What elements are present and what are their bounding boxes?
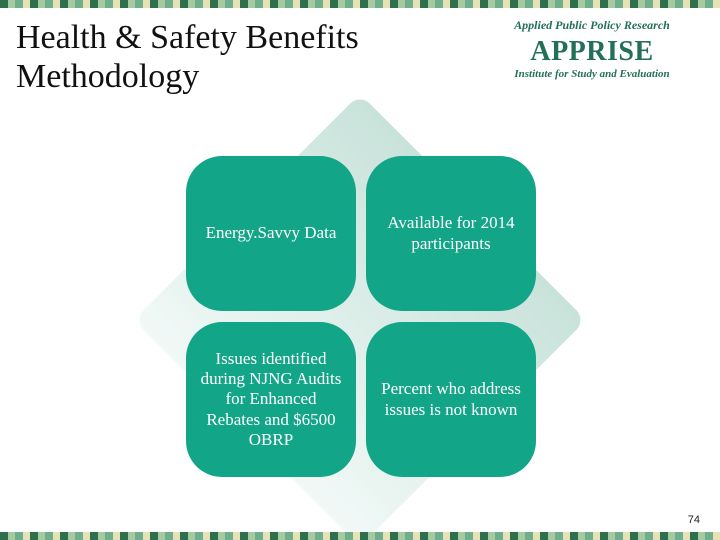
methodology-diagram: Energy.Savvy Data Available for 2014 par… xyxy=(0,130,720,510)
bubble-top-right: Available for 2014 participants xyxy=(366,156,536,311)
title-line1: Health & Safety BenefitsMethodology xyxy=(16,19,359,95)
logo-arc-text: Applied Public Policy Research xyxy=(478,18,706,33)
page-number: 74 xyxy=(688,514,700,526)
bubble-text: Percent who address issues is not known xyxy=(378,379,524,420)
logo-tagline: Institute for Study and Evaluation xyxy=(478,68,706,80)
bubble-text: Issues identified during NJNG Audits for… xyxy=(198,349,344,451)
bubble-bottom-left: Issues identified during NJNG Audits for… xyxy=(186,322,356,477)
slide: Health & Safety BenefitsMethodology Appl… xyxy=(0,0,720,540)
apprise-logo: Applied Public Policy Research APPRISE I… xyxy=(478,14,706,94)
decorative-border-top xyxy=(0,0,720,8)
logo-brand: APPRISE xyxy=(478,36,706,68)
bubble-top-left: Energy.Savvy Data xyxy=(186,156,356,311)
decorative-border-bottom xyxy=(0,532,720,540)
bubble-bottom-right: Percent who address issues is not known xyxy=(366,322,536,477)
bubble-text: Available for 2014 participants xyxy=(378,213,524,254)
bubble-text: Energy.Savvy Data xyxy=(206,223,337,243)
slide-title: Health & Safety BenefitsMethodology xyxy=(16,18,359,96)
